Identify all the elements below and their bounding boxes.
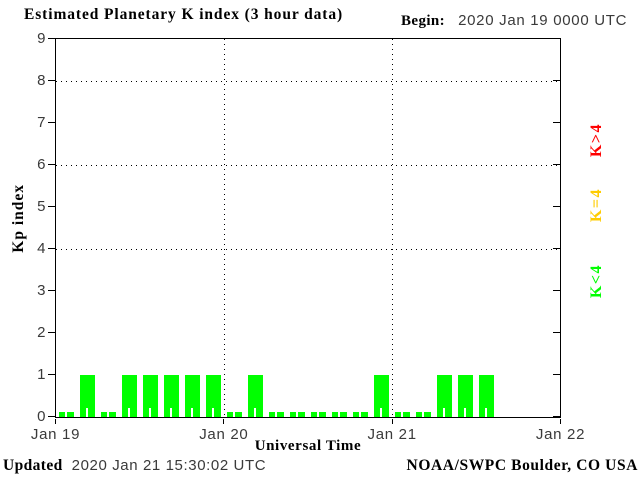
- day-separator: [223, 39, 225, 417]
- chart-title: Estimated Planetary K index (3 hour data…: [24, 6, 344, 23]
- x-tick-label: Jan 21: [367, 426, 417, 443]
- y-tick-left: [48, 122, 56, 123]
- y-tick-right: [553, 374, 561, 375]
- kp-bar: [205, 375, 221, 417]
- updated-row: Updated 2020 Jan 21 15:30:02 UTC: [3, 457, 266, 475]
- y-tick-left: [48, 332, 56, 333]
- bar-tick-notch: [86, 408, 89, 417]
- bar-tick-notch: [149, 408, 152, 417]
- kp-bar: [457, 375, 473, 417]
- bar-tick-notch: [464, 408, 467, 417]
- bar-tick-notch: [422, 412, 425, 417]
- bar-tick-notch: [485, 408, 488, 417]
- bar-tick-notch: [296, 412, 299, 417]
- x-tick-day: [560, 419, 561, 424]
- bar-tick-notch: [380, 408, 383, 417]
- plot-frame: [55, 38, 561, 418]
- y-tick-label: 5: [37, 198, 46, 215]
- bar-tick-notch: [170, 408, 173, 417]
- y-axis-title: Kp index: [10, 184, 27, 253]
- kp-bar: [184, 375, 200, 417]
- y-tick-left: [48, 164, 56, 165]
- day-separator: [391, 39, 393, 417]
- y-tick-right: [553, 122, 561, 123]
- y-tick-left: [48, 38, 56, 39]
- y-tick-label: 1: [37, 366, 46, 383]
- y-tick-label: 4: [37, 240, 46, 257]
- y-tick-left: [48, 374, 56, 375]
- y-tick-label: 9: [37, 30, 46, 47]
- begin-row: Begin: 2020 Jan 19 0000 UTC: [401, 12, 627, 30]
- y-tick-right: [553, 206, 561, 207]
- updated-value: 2020 Jan 21 15:30:02 UTC: [71, 457, 267, 474]
- bar-tick-notch: [212, 408, 215, 417]
- kp-bar: [121, 375, 137, 417]
- y-tick-label: 2: [37, 324, 46, 341]
- kp-bar: [436, 375, 452, 417]
- bar-tick-notch: [275, 412, 278, 417]
- kp-bar: [163, 375, 179, 417]
- bar-tick-notch: [128, 408, 131, 417]
- y-tick-right: [553, 290, 561, 291]
- y-tick-right: [553, 38, 561, 39]
- bar-tick-notch: [401, 412, 404, 417]
- updated-label: Updated: [3, 457, 63, 474]
- legend-k-lt-4: K<4: [588, 264, 605, 299]
- y-tick-right: [553, 416, 561, 417]
- x-tick-label: Jan 19: [30, 426, 81, 443]
- kp-bar: [79, 375, 95, 417]
- bar-tick-notch: [338, 412, 341, 417]
- y-tick-label: 0: [37, 408, 46, 425]
- y-tick-left: [48, 290, 56, 291]
- kp-bar: [142, 375, 158, 417]
- y-tick-left: [48, 80, 56, 81]
- bar-tick-notch: [65, 412, 68, 417]
- legend-k-eq-4: K=4: [588, 188, 605, 223]
- begin-label: Begin:: [401, 13, 446, 29]
- source-attribution: NOAA/SWPC Boulder, CO USA: [406, 457, 638, 474]
- y-tick-label: 6: [37, 156, 46, 173]
- bar-tick-notch: [317, 412, 320, 417]
- gridline-kp-6: [56, 164, 560, 166]
- y-tick-right: [553, 332, 561, 333]
- y-tick-right: [553, 164, 561, 165]
- kp-bar: [247, 375, 263, 417]
- y-tick-label: 3: [37, 282, 46, 299]
- x-tick-label: Jan 22: [535, 426, 586, 443]
- x-tick-day: [55, 419, 56, 424]
- x-tick-day: [223, 419, 225, 424]
- x-tick-label: Jan 20: [199, 426, 249, 443]
- bar-tick-notch: [359, 412, 362, 417]
- x-tick-day: [391, 419, 393, 424]
- y-tick-label: 7: [37, 114, 46, 131]
- y-tick-right: [553, 248, 561, 249]
- gridline-kp-8: [56, 80, 560, 82]
- bar-tick-notch: [107, 412, 110, 417]
- x-axis-title: Universal Time: [254, 438, 362, 454]
- y-tick-left: [48, 248, 56, 249]
- kp-bar: [373, 375, 389, 417]
- bar-tick-notch: [191, 408, 194, 417]
- plot-area: [56, 39, 560, 417]
- y-tick-right: [553, 80, 561, 81]
- bar-tick-notch: [233, 412, 236, 417]
- y-tick-label: 8: [37, 72, 46, 89]
- y-tick-left: [48, 206, 56, 207]
- legend-k-gt-4: K>4: [588, 123, 605, 158]
- bar-tick-notch: [254, 408, 257, 417]
- begin-value: 2020 Jan 19 0000 UTC: [458, 12, 628, 29]
- bar-tick-notch: [443, 408, 446, 417]
- gridline-kp-4: [56, 248, 560, 250]
- y-tick-left: [48, 416, 56, 417]
- kp-bar: [478, 375, 494, 417]
